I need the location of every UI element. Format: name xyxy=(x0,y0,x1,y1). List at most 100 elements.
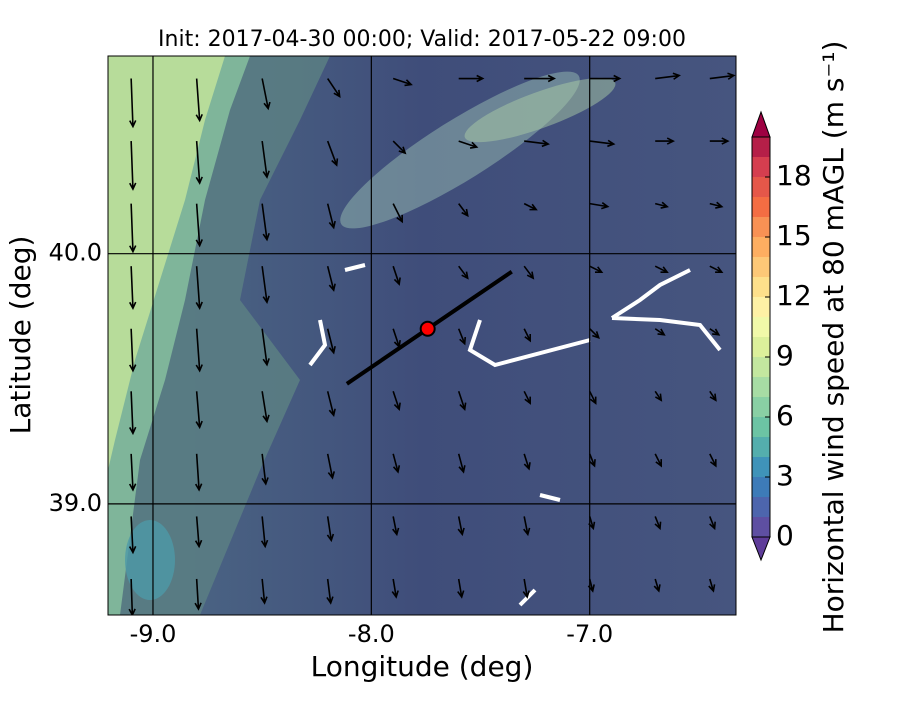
wind-arrow xyxy=(326,328,336,355)
wind-arrow xyxy=(128,391,137,436)
wind-arrow xyxy=(195,391,203,430)
wind-arrow xyxy=(709,137,730,145)
colorbar-segment xyxy=(752,257,770,277)
wind-arrow xyxy=(655,72,681,80)
wind-arrow xyxy=(261,328,270,367)
wind-arrow xyxy=(194,453,203,492)
colorbar-segment xyxy=(752,277,770,297)
wind-arrow xyxy=(194,578,202,611)
y-axis-label: Latitude (deg) xyxy=(4,236,37,435)
colorbar-segment xyxy=(752,397,770,417)
wind-arrow xyxy=(709,390,717,402)
wind-arrow xyxy=(523,328,531,343)
wind-arrow xyxy=(195,266,203,310)
grid xyxy=(108,56,736,615)
field-band xyxy=(108,56,225,470)
colorbar-under xyxy=(751,536,771,562)
wind-arrow xyxy=(129,78,137,129)
wind-arrow xyxy=(589,265,604,273)
field-streak xyxy=(464,77,616,143)
wind-arrow xyxy=(523,265,535,280)
wind-arrow xyxy=(260,516,269,549)
wind-arrow xyxy=(588,516,596,531)
colorbar-segment xyxy=(752,417,770,437)
wind-arrow xyxy=(709,516,716,531)
wind-arrow xyxy=(587,578,595,593)
wind-arrow xyxy=(129,141,137,191)
colorbar-segment xyxy=(752,497,770,517)
wind-arrow xyxy=(128,266,137,310)
colorbar-segment xyxy=(752,157,770,177)
wind-arrow xyxy=(709,265,724,273)
colorbar-tick-label: 3 xyxy=(776,459,794,492)
wind-arrow xyxy=(326,453,336,480)
colorbar-frame xyxy=(751,136,771,538)
chart-title: Init: 2017-04-30 00:00; Valid: 2017-05-2… xyxy=(158,27,686,52)
colorbar-segment xyxy=(752,297,770,317)
colorbar-tick-label: 6 xyxy=(776,399,794,432)
wind-arrow xyxy=(523,202,538,211)
wind-arrow xyxy=(709,72,736,80)
y-tick-label: 40.0 xyxy=(49,239,102,267)
wind-arrow xyxy=(458,203,469,218)
wind-arrow xyxy=(326,578,334,605)
wind-arrow xyxy=(261,203,270,242)
wind-arrow xyxy=(326,265,336,292)
wind-arrow xyxy=(128,453,137,492)
colorbar-tick-label: 0 xyxy=(776,519,794,552)
colorbar-segment xyxy=(752,457,770,477)
wind-arrow xyxy=(261,266,270,304)
wind-arrow xyxy=(195,78,203,123)
colorbar-segment xyxy=(752,237,770,257)
wind-arrow xyxy=(588,453,596,468)
wind-arrow xyxy=(523,453,531,471)
x-tick-label: -7.0 xyxy=(566,620,613,648)
wind-arrow xyxy=(128,516,137,555)
colorbar-label: Horizontal wind speed at 80 mAGL (m s⁻¹) xyxy=(817,41,850,634)
wind-arrow xyxy=(654,265,669,273)
y-tick-label: 39.0 xyxy=(49,489,102,517)
wind-arrow xyxy=(708,578,716,593)
wind-arrow xyxy=(327,78,341,99)
x-tick-label: -8.0 xyxy=(348,620,395,648)
wind-arrow xyxy=(326,516,335,543)
wind-arrow xyxy=(392,77,413,87)
wind-arrow xyxy=(522,578,530,599)
wind-arrow xyxy=(588,390,597,405)
wind-arrow xyxy=(524,74,556,83)
wind-arrow xyxy=(326,391,336,418)
wind-vectors xyxy=(128,72,736,615)
wind-arrow xyxy=(392,203,403,224)
wind-arrow xyxy=(392,391,401,411)
wind-arrow xyxy=(195,328,203,373)
wind-arrow xyxy=(655,137,675,145)
wind-arrow xyxy=(391,578,399,599)
wind-arrow xyxy=(129,203,137,254)
wind-arrow xyxy=(392,140,407,155)
x-axis-label: Longitude (deg) xyxy=(311,650,534,683)
wind-arrow xyxy=(709,328,721,336)
wind-arrow xyxy=(326,203,336,230)
wind-arrow xyxy=(655,201,669,209)
wind-arrow xyxy=(458,265,469,280)
plot-frame xyxy=(107,55,737,616)
wind-arrow xyxy=(260,578,268,605)
wind-arrow xyxy=(523,390,531,405)
colorbar-segment xyxy=(752,437,770,457)
wind-arrow xyxy=(261,391,270,424)
wind-arrow xyxy=(524,139,550,148)
wind-arrow xyxy=(457,328,467,346)
wind-arrow xyxy=(194,516,203,549)
wind-arrow xyxy=(261,78,271,111)
wind-arrow xyxy=(392,516,400,537)
wind-arrow xyxy=(392,265,401,286)
wind-arrow xyxy=(457,391,467,411)
site-marker xyxy=(419,320,436,337)
wind-arrow xyxy=(709,201,724,209)
wind-arrow xyxy=(457,578,465,599)
colorbar-segment xyxy=(752,337,770,357)
wind-arrow xyxy=(457,453,466,474)
field-patch xyxy=(467,268,722,368)
colorbar-segment xyxy=(752,137,770,157)
